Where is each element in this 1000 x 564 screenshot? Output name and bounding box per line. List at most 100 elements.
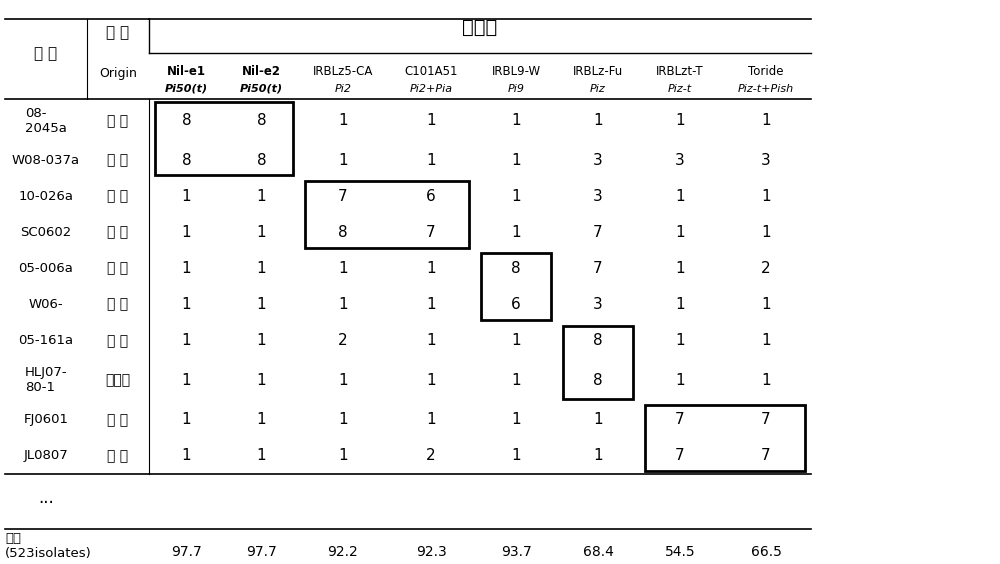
Text: 8: 8 xyxy=(511,261,521,276)
Text: Nil-e1: Nil-e1 xyxy=(167,65,206,78)
Text: 7: 7 xyxy=(593,261,603,276)
Text: 1: 1 xyxy=(182,448,191,463)
Text: 1: 1 xyxy=(426,113,436,129)
Text: 8: 8 xyxy=(593,333,603,348)
Text: 1: 1 xyxy=(182,297,191,312)
Text: 7: 7 xyxy=(675,412,685,427)
Text: 1: 1 xyxy=(675,261,685,276)
Text: 7: 7 xyxy=(675,448,685,463)
Text: 1: 1 xyxy=(257,412,266,427)
Text: 1: 1 xyxy=(761,225,771,240)
Bar xyxy=(563,325,633,399)
Text: 6: 6 xyxy=(426,189,436,204)
Text: 1: 1 xyxy=(675,333,685,348)
Text: 7: 7 xyxy=(761,448,771,463)
Text: 3: 3 xyxy=(593,153,603,168)
Text: 黑龙江: 黑龙江 xyxy=(105,373,131,387)
Text: Piz-t: Piz-t xyxy=(668,84,692,94)
Text: 1: 1 xyxy=(182,373,191,387)
Text: 1: 1 xyxy=(593,113,603,129)
Text: 四 川: 四 川 xyxy=(107,226,129,240)
Text: 1: 1 xyxy=(182,333,191,348)
Text: Pi2+Pia: Pi2+Pia xyxy=(409,84,453,94)
Text: Origin: Origin xyxy=(99,67,137,80)
Text: 66.5: 66.5 xyxy=(751,545,781,559)
Text: Nil-e2: Nil-e2 xyxy=(242,65,281,78)
Text: 1: 1 xyxy=(257,373,266,387)
Text: 1: 1 xyxy=(182,225,191,240)
Text: 2: 2 xyxy=(426,448,436,463)
Text: SC0602: SC0602 xyxy=(20,226,72,239)
Text: 1: 1 xyxy=(761,333,771,348)
Text: 1: 1 xyxy=(675,225,685,240)
Text: 8: 8 xyxy=(338,225,348,240)
Text: 1: 1 xyxy=(182,412,191,427)
Text: IRBLzt-T: IRBLzt-T xyxy=(656,65,704,78)
Text: 1: 1 xyxy=(675,189,685,204)
Text: 1: 1 xyxy=(426,373,436,387)
Text: 92.3: 92.3 xyxy=(416,545,446,559)
Text: W08-037a: W08-037a xyxy=(12,154,80,167)
Text: 1: 1 xyxy=(593,412,603,427)
Text: 7: 7 xyxy=(338,189,348,204)
Text: 抗谱
(523isolates): 抗谱 (523isolates) xyxy=(5,532,92,560)
Text: Pi2: Pi2 xyxy=(334,84,352,94)
Text: 菌 株: 菌 株 xyxy=(34,47,58,61)
Text: 1: 1 xyxy=(675,297,685,312)
Text: FJ0601: FJ0601 xyxy=(24,413,68,426)
Bar xyxy=(155,103,293,175)
Text: 05-006a: 05-006a xyxy=(19,262,73,275)
Text: 93.7: 93.7 xyxy=(501,545,531,559)
Text: 2: 2 xyxy=(761,261,771,276)
Text: JL0807: JL0807 xyxy=(24,450,68,462)
Text: 1: 1 xyxy=(338,412,348,427)
Text: 1: 1 xyxy=(761,373,771,387)
Bar xyxy=(645,404,805,471)
Text: 1: 1 xyxy=(257,225,266,240)
Text: 08-
2045a: 08- 2045a xyxy=(25,107,67,135)
Text: 8: 8 xyxy=(593,373,603,387)
Text: 广 东: 广 东 xyxy=(107,262,129,276)
Text: 1: 1 xyxy=(426,153,436,168)
Text: 3: 3 xyxy=(761,153,771,168)
Text: 广 东: 广 东 xyxy=(107,334,129,348)
Text: 来 源: 来 源 xyxy=(106,25,130,40)
Text: Pi9: Pi9 xyxy=(508,84,524,94)
Text: 1: 1 xyxy=(257,297,266,312)
Text: 福 建: 福 建 xyxy=(107,413,129,427)
Text: 1: 1 xyxy=(257,333,266,348)
Text: Piz: Piz xyxy=(590,84,606,94)
Text: 1: 1 xyxy=(761,189,771,204)
Text: IRBLz-Fu: IRBLz-Fu xyxy=(573,65,623,78)
Text: 1: 1 xyxy=(511,225,521,240)
Text: 1: 1 xyxy=(675,373,685,387)
Text: 1: 1 xyxy=(257,261,266,276)
Text: 1: 1 xyxy=(426,297,436,312)
Text: 8: 8 xyxy=(257,113,266,129)
Text: 1: 1 xyxy=(511,448,521,463)
Text: 6: 6 xyxy=(511,297,521,312)
Text: 1: 1 xyxy=(338,261,348,276)
Text: 1: 1 xyxy=(593,448,603,463)
Text: Pi50(t): Pi50(t) xyxy=(240,84,283,94)
Text: 8: 8 xyxy=(182,113,191,129)
Text: ...: ... xyxy=(38,489,54,507)
Text: 3: 3 xyxy=(593,297,603,312)
Text: 1: 1 xyxy=(338,153,348,168)
Text: 8: 8 xyxy=(182,153,191,168)
Text: IRBL9-W: IRBL9-W xyxy=(491,65,541,78)
Text: 1: 1 xyxy=(182,189,191,204)
Text: C101A51: C101A51 xyxy=(404,65,458,78)
Text: 3: 3 xyxy=(593,189,603,204)
Text: 7: 7 xyxy=(593,225,603,240)
Text: 吉 林: 吉 林 xyxy=(107,449,129,463)
Text: 54.5: 54.5 xyxy=(665,545,695,559)
Text: 1: 1 xyxy=(257,189,266,204)
Text: 10-026a: 10-026a xyxy=(18,190,74,203)
Text: 1: 1 xyxy=(426,412,436,427)
Bar xyxy=(305,182,469,248)
Text: 92.2: 92.2 xyxy=(328,545,358,559)
Text: 1: 1 xyxy=(426,261,436,276)
Text: 7: 7 xyxy=(426,225,436,240)
Text: Pi50(t): Pi50(t) xyxy=(165,84,208,94)
